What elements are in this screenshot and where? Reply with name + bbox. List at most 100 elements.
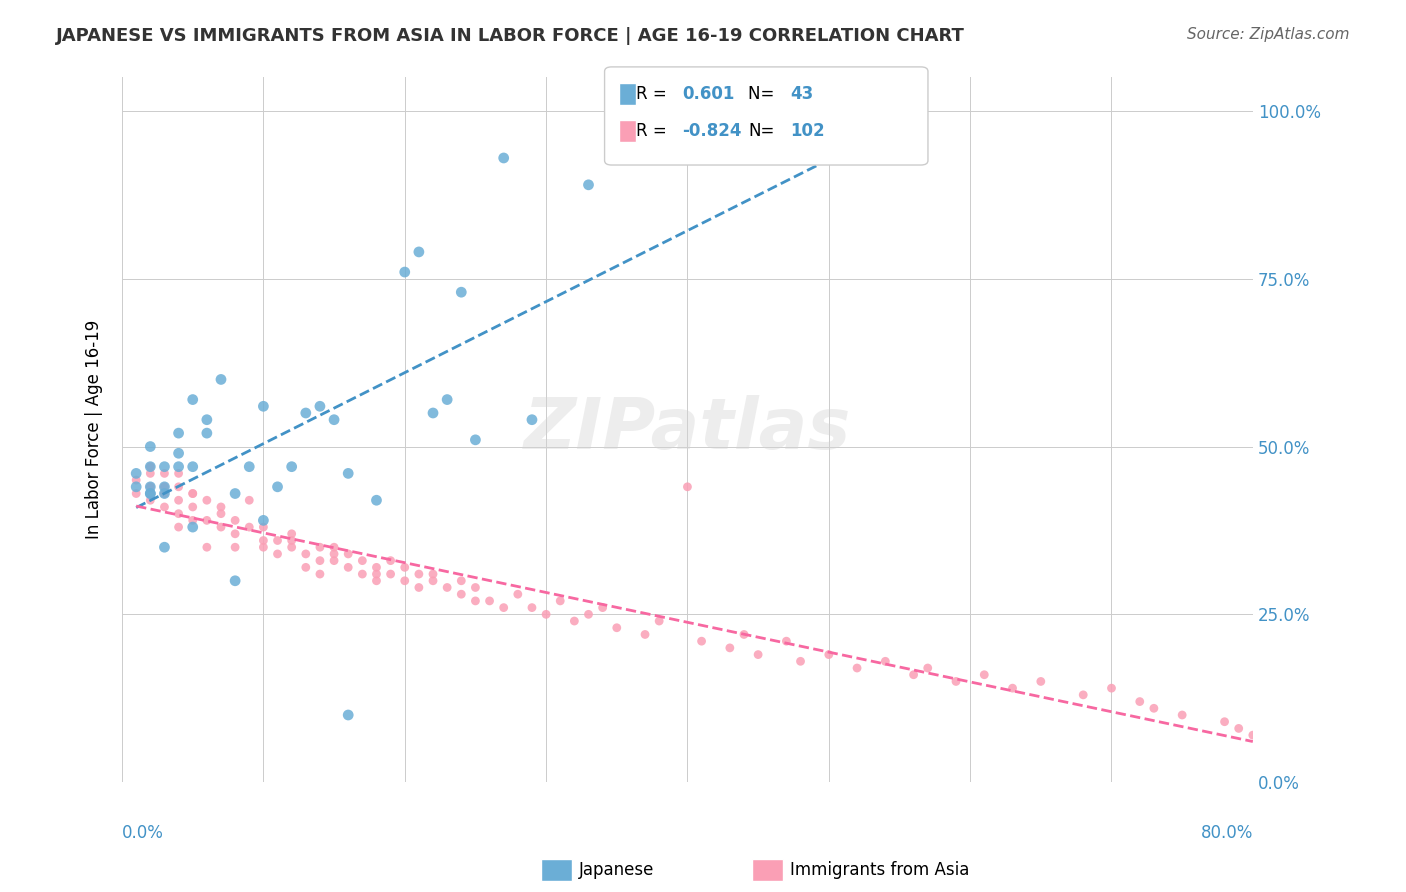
Point — [181, 486, 204, 500]
Point — [846, 661, 869, 675]
Point — [181, 459, 204, 474]
Point — [592, 600, 614, 615]
Point — [1213, 714, 1236, 729]
Point — [153, 540, 176, 554]
Point — [167, 459, 190, 474]
Point — [167, 426, 190, 441]
Point — [153, 486, 176, 500]
Point — [139, 493, 162, 508]
Point — [903, 667, 925, 681]
Point — [1129, 695, 1152, 709]
Point — [125, 486, 148, 500]
Point — [520, 413, 543, 427]
Point — [337, 467, 360, 481]
Y-axis label: In Labor Force | Age 16-19: In Labor Force | Age 16-19 — [86, 320, 103, 540]
Point — [139, 480, 162, 494]
Point — [394, 560, 416, 574]
Point — [252, 399, 274, 413]
Point — [224, 513, 246, 527]
Point — [380, 567, 402, 582]
Point — [139, 459, 162, 474]
Point — [436, 581, 458, 595]
Point — [323, 540, 346, 554]
Point — [167, 520, 190, 534]
Text: ZIPatlas: ZIPatlas — [524, 395, 851, 464]
Point — [337, 547, 360, 561]
Point — [280, 526, 302, 541]
Point — [209, 507, 232, 521]
Point — [337, 708, 360, 723]
Point — [422, 574, 444, 588]
Point — [352, 554, 374, 568]
Point — [238, 459, 260, 474]
Point — [125, 473, 148, 487]
Point — [181, 486, 204, 500]
Point — [1101, 681, 1123, 695]
Point — [195, 540, 218, 554]
Point — [1001, 681, 1024, 695]
Text: Immigrants from Asia: Immigrants from Asia — [790, 861, 970, 879]
Point — [478, 594, 501, 608]
Point — [139, 459, 162, 474]
Point — [294, 560, 316, 574]
Text: N=: N= — [748, 122, 775, 140]
Point — [139, 480, 162, 494]
Point — [450, 574, 472, 588]
Point — [323, 547, 346, 561]
Point — [195, 426, 218, 441]
Point — [252, 540, 274, 554]
Text: 43: 43 — [790, 85, 814, 103]
Point — [789, 654, 811, 668]
Point — [747, 648, 769, 662]
Point — [1071, 688, 1094, 702]
Point — [578, 607, 600, 622]
Point — [294, 406, 316, 420]
Point — [464, 581, 486, 595]
Point — [309, 399, 332, 413]
Point — [634, 627, 657, 641]
Point — [352, 567, 374, 582]
Point — [167, 493, 190, 508]
Point — [394, 265, 416, 279]
Point — [167, 507, 190, 521]
Point — [323, 413, 346, 427]
Point — [917, 661, 939, 675]
Point — [492, 151, 515, 165]
Text: Source: ZipAtlas.com: Source: ZipAtlas.com — [1187, 27, 1350, 42]
Point — [209, 520, 232, 534]
Point — [718, 640, 741, 655]
Point — [520, 600, 543, 615]
Point — [153, 500, 176, 514]
Point — [408, 581, 430, 595]
Point — [464, 433, 486, 447]
Point — [973, 667, 995, 681]
Point — [450, 285, 472, 300]
Point — [366, 493, 388, 508]
Point — [733, 627, 755, 641]
Point — [408, 567, 430, 582]
Text: Japanese: Japanese — [579, 861, 655, 879]
Point — [139, 440, 162, 454]
Text: R =: R = — [636, 85, 676, 103]
Point — [252, 513, 274, 527]
Point — [181, 520, 204, 534]
Point — [450, 587, 472, 601]
Point — [125, 467, 148, 481]
Point — [195, 513, 218, 527]
Point — [195, 493, 218, 508]
Point — [436, 392, 458, 407]
Point — [224, 486, 246, 500]
Point — [564, 614, 586, 628]
Point — [548, 594, 571, 608]
Point — [266, 547, 288, 561]
Text: JAPANESE VS IMMIGRANTS FROM ASIA IN LABOR FORCE | AGE 16-19 CORRELATION CHART: JAPANESE VS IMMIGRANTS FROM ASIA IN LABO… — [56, 27, 965, 45]
Point — [280, 533, 302, 548]
Point — [366, 567, 388, 582]
Point — [280, 459, 302, 474]
Point — [181, 392, 204, 407]
Point — [534, 607, 557, 622]
Point — [690, 634, 713, 648]
Point — [945, 674, 967, 689]
Point — [280, 540, 302, 554]
Point — [309, 540, 332, 554]
